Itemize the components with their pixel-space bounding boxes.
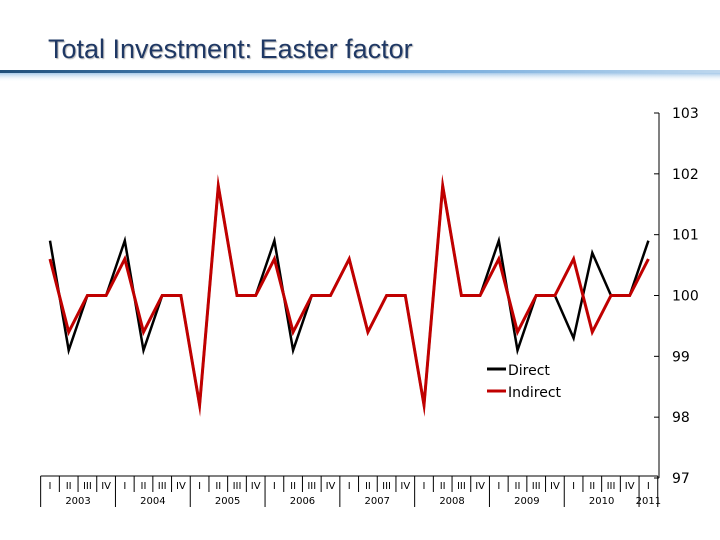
x-quarter-label: III bbox=[233, 481, 242, 492]
x-quarter-label: II bbox=[440, 481, 446, 492]
x-year-label: 2008 bbox=[439, 496, 464, 507]
x-quarter-label: III bbox=[158, 481, 167, 492]
y-tick-label: 99 bbox=[672, 349, 690, 365]
y-tick-label: 100 bbox=[672, 289, 699, 305]
x-quarter-label: IV bbox=[475, 481, 485, 492]
title-rule bbox=[0, 70, 720, 82]
y-tick-label: 103 bbox=[672, 106, 699, 122]
x-year-label: 2011 bbox=[636, 496, 661, 507]
x-quarter-label: IV bbox=[400, 481, 410, 492]
x-quarter-label: IV bbox=[326, 481, 336, 492]
x-year-label: 2010 bbox=[589, 496, 614, 507]
x-quarter-label: III bbox=[532, 481, 541, 492]
x-year-label: 2003 bbox=[65, 496, 90, 507]
x-quarter-label: I bbox=[273, 481, 276, 492]
x-quarter-label: II bbox=[66, 481, 72, 492]
x-quarter-label: IV bbox=[251, 481, 261, 492]
x-quarter-label: II bbox=[365, 481, 371, 492]
x-quarter-label: I bbox=[198, 481, 201, 492]
series-line-indirect bbox=[48, 174, 650, 417]
legend-label-direct: Direct bbox=[508, 363, 550, 379]
x-quarter-label: III bbox=[607, 481, 616, 492]
x-quarter-label: I bbox=[497, 481, 500, 492]
x-quarter-label: IV bbox=[550, 481, 560, 492]
legend-label-indirect: Indirect bbox=[508, 385, 562, 401]
x-year-label: 2004 bbox=[140, 496, 165, 507]
x-year-label: 2005 bbox=[215, 496, 240, 507]
y-tick-label: 97 bbox=[672, 471, 690, 487]
y-tick-label: 101 bbox=[672, 228, 699, 244]
y-tick-label: 102 bbox=[672, 167, 699, 183]
x-quarter-label: I bbox=[348, 481, 351, 492]
x-quarter-label: I bbox=[423, 481, 426, 492]
series-line-direct bbox=[48, 176, 650, 415]
x-quarter-label: I bbox=[49, 481, 52, 492]
x-quarter-label: II bbox=[515, 481, 521, 492]
x-quarter-label: I bbox=[123, 481, 126, 492]
x-quarter-label: IV bbox=[176, 481, 186, 492]
x-quarter-label: III bbox=[83, 481, 92, 492]
x-year-label: 2007 bbox=[365, 496, 390, 507]
x-quarter-label: II bbox=[589, 481, 595, 492]
x-quarter-label: IV bbox=[101, 481, 111, 492]
x-quarter-label: III bbox=[457, 481, 466, 492]
x-year-label: 2009 bbox=[514, 496, 539, 507]
x-year-label: 2006 bbox=[290, 496, 315, 507]
x-quarter-label: III bbox=[307, 481, 316, 492]
x-quarter-label: II bbox=[141, 481, 147, 492]
x-quarter-label: I bbox=[572, 481, 575, 492]
x-quarter-label: III bbox=[382, 481, 391, 492]
series-lines bbox=[48, 174, 650, 417]
page-title: Total Investment: Easter factor bbox=[48, 34, 413, 64]
x-axis: I II III IV I II III IV I II III IV I II III IV I II III IV… bbox=[40, 475, 661, 507]
y-axis: 103 102 101 100 99 98 97 bbox=[654, 106, 699, 487]
x-quarter-label: I bbox=[647, 481, 650, 492]
x-quarter-label: IV bbox=[625, 481, 635, 492]
legend: Direct Indirect bbox=[487, 363, 562, 401]
x-quarter-label: II bbox=[215, 481, 221, 492]
y-tick-label: 98 bbox=[672, 410, 690, 426]
x-quarter-label: II bbox=[290, 481, 296, 492]
